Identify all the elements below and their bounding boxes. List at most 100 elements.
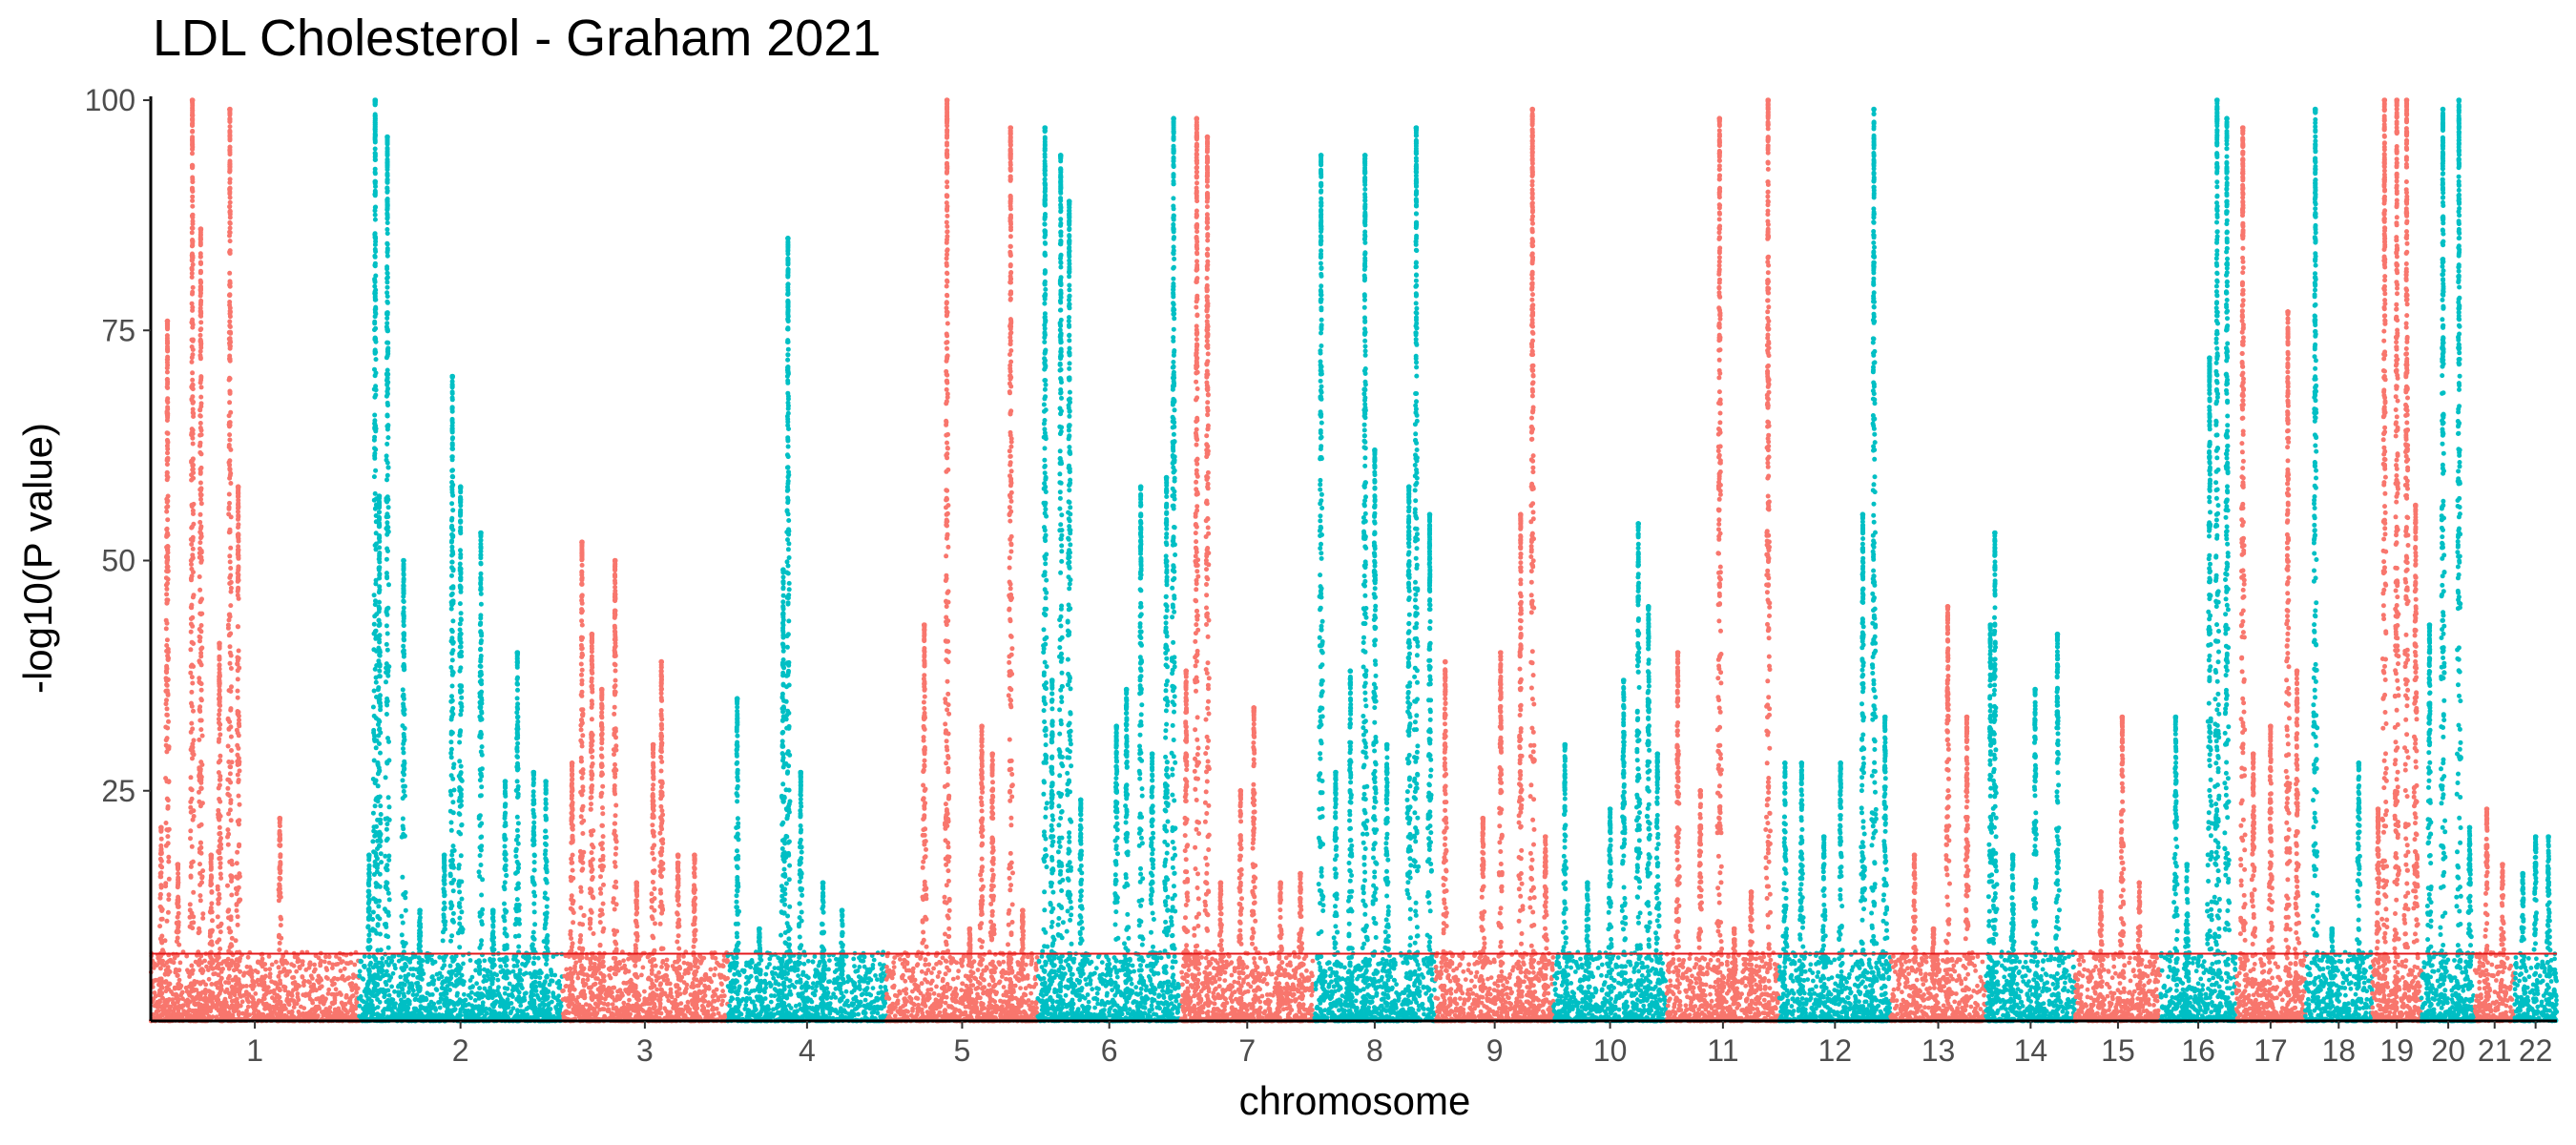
- chromosome-6-points: [1035, 116, 1182, 1024]
- x-tick-label-chr17: 17: [2254, 1033, 2288, 1068]
- peak-chr4: [838, 907, 846, 1013]
- x-tick-label-chr21: 21: [2478, 1033, 2512, 1068]
- peak-chr19: [2392, 97, 2401, 999]
- chromosome-20-points: [2420, 97, 2478, 1023]
- peak-chr1: [234, 485, 243, 1009]
- x-tick-label-chr6: 6: [1101, 1033, 1118, 1068]
- peak-chr1: [275, 816, 283, 1019]
- peak-chr19: [2401, 97, 2411, 1009]
- x-tick-label-chr18: 18: [2321, 1033, 2356, 1068]
- peak-chr8: [1404, 485, 1414, 1012]
- peak-chr6: [1161, 475, 1171, 1007]
- y-tick-label-100: 100: [85, 83, 135, 117]
- chromosome-12-points: [1777, 107, 1893, 1024]
- chromosome-21-points: [2473, 806, 2517, 1023]
- peak-chr5: [1006, 125, 1016, 1016]
- peak-chr2: [501, 779, 510, 1010]
- x-tick-label-chr3: 3: [636, 1033, 654, 1068]
- chromosome-4-points: [725, 236, 888, 1023]
- chromosome-1-points: [149, 97, 362, 1023]
- peak-chr16: [2222, 116, 2232, 1011]
- peak-chr11: [1763, 97, 1774, 1017]
- peak-chr6: [1040, 125, 1049, 1007]
- peak-chr8: [1361, 153, 1370, 1002]
- peak-chr17: [2283, 309, 2293, 997]
- peak-chr2: [476, 531, 486, 1015]
- chromosome-5-points: [884, 97, 1040, 1023]
- peak-chr21: [2498, 862, 2507, 1003]
- chromosome-14-points: [1984, 531, 2077, 1024]
- peak-chr8: [1424, 512, 1434, 1001]
- x-ticks: 1 2 3 4 5 6 7 8 9 10 11 12 13 14 15 16 17 18 19 20 21 22: [246, 1021, 2552, 1068]
- peak-chr6: [1135, 485, 1145, 1005]
- peak-chr8: [1345, 669, 1355, 1018]
- peak-chr16: [2205, 355, 2214, 1010]
- peak-chr13: [1943, 604, 1953, 1011]
- x-tick-label-chr15: 15: [2101, 1033, 2135, 1068]
- peak-chr6: [1056, 153, 1066, 1016]
- y-axis-title: -log10(P value): [15, 423, 60, 694]
- peak-chr5: [943, 97, 952, 1021]
- peak-chr8: [1412, 125, 1422, 1005]
- peak-chr5: [920, 622, 929, 1009]
- peak-chr6: [1169, 116, 1178, 1010]
- x-tick-label-chr16: 16: [2181, 1033, 2215, 1068]
- chromosome-18-points: [2303, 107, 2375, 1024]
- peak-chr16: [2212, 97, 2222, 1021]
- peak-chr10: [1619, 677, 1628, 1010]
- peak-chr8: [1371, 448, 1380, 1020]
- y-tick-label-50: 50: [101, 544, 135, 578]
- chromosome-22-points: [2512, 834, 2559, 1023]
- peak-chr7: [1296, 871, 1305, 1010]
- peak-chr2: [399, 558, 408, 1009]
- peak-chr3: [577, 539, 587, 1011]
- peak-chr18: [2311, 107, 2320, 1006]
- peak-chr7: [1192, 116, 1201, 1002]
- x-tick-label-chr12: 12: [1818, 1033, 1853, 1068]
- peak-chr20: [2454, 97, 2463, 1008]
- peak-chr10: [1583, 881, 1592, 1008]
- peak-chr17: [2238, 125, 2248, 1008]
- chromosome-2-points: [357, 97, 565, 1023]
- chromosome-13-points: [1888, 604, 1988, 1023]
- x-tick-label-chr22: 22: [2519, 1033, 2553, 1068]
- axes: [151, 96, 2557, 1021]
- peak-chr20: [2438, 107, 2447, 1010]
- peak-chr3: [597, 687, 607, 1007]
- peak-chr15: [2118, 715, 2128, 1004]
- x-tick-label-chr2: 2: [452, 1033, 469, 1068]
- peak-chr14: [2008, 853, 2017, 1013]
- peak-chr19: [2379, 97, 2389, 1004]
- chromosome-15-points: [2073, 715, 2162, 1024]
- peak-chr12: [1869, 107, 1879, 1014]
- peak-chr9: [1527, 107, 1538, 1009]
- chromosome-11-points: [1665, 97, 1782, 1023]
- peak-chr9: [1516, 512, 1526, 1008]
- chromosome-10-points: [1551, 521, 1669, 1023]
- peak-chr16: [2171, 715, 2180, 1011]
- x-tick-label-chr1: 1: [246, 1033, 263, 1068]
- peak-chr1: [187, 97, 197, 1019]
- peak-chr12: [1858, 512, 1867, 1010]
- x-tick-label-chr10: 10: [1593, 1033, 1628, 1068]
- peak-chr6: [1048, 677, 1057, 1022]
- x-tick-label-chr8: 8: [1366, 1033, 1383, 1068]
- peak-chr6: [1065, 198, 1074, 1007]
- peak-chr9: [1541, 834, 1549, 1007]
- peak-chr2: [383, 135, 392, 1010]
- chromosome-7-points: [1179, 116, 1317, 1024]
- chromosome-16-points: [2158, 97, 2237, 1023]
- peak-chr14: [2030, 687, 2040, 1020]
- chromosome-19-points: [2370, 97, 2423, 1023]
- peak-chr16: [2183, 862, 2192, 1017]
- chromosome-17-points: [2234, 125, 2308, 1023]
- peak-chr3: [611, 558, 620, 1002]
- x-tick-label-chr9: 9: [1486, 1033, 1504, 1068]
- peak-chr19: [2411, 503, 2420, 1000]
- peak-chr2: [455, 485, 466, 1009]
- x-tick-label-chr20: 20: [2431, 1033, 2465, 1068]
- peak-chr21: [2482, 806, 2491, 1017]
- peak-chr14: [1990, 531, 2000, 1016]
